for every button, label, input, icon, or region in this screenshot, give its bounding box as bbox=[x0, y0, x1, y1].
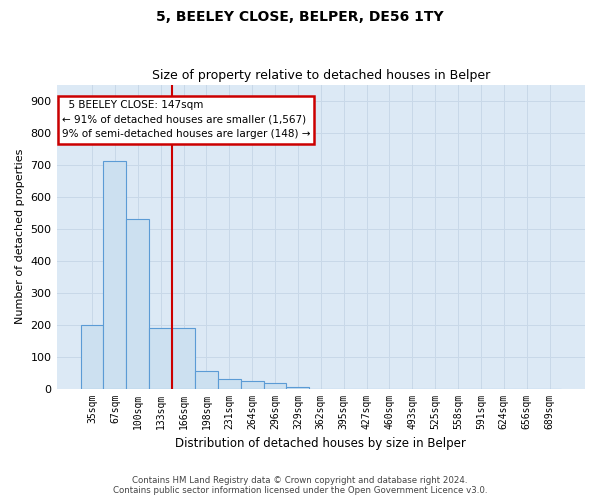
Bar bbox=[195, 371, 218, 388]
Bar bbox=[218, 379, 241, 388]
Bar bbox=[241, 380, 263, 388]
Bar bbox=[286, 387, 310, 388]
Bar bbox=[172, 328, 195, 388]
Text: 5 BEELEY CLOSE: 147sqm  
← 91% of detached houses are smaller (1,567)
9% of semi: 5 BEELEY CLOSE: 147sqm ← 91% of detached… bbox=[62, 100, 310, 140]
Y-axis label: Number of detached properties: Number of detached properties bbox=[15, 149, 25, 324]
Text: Contains HM Land Registry data © Crown copyright and database right 2024.
Contai: Contains HM Land Registry data © Crown c… bbox=[113, 476, 487, 495]
Bar bbox=[149, 328, 172, 388]
Title: Size of property relative to detached houses in Belper: Size of property relative to detached ho… bbox=[152, 69, 490, 82]
Text: 5, BEELEY CLOSE, BELPER, DE56 1TY: 5, BEELEY CLOSE, BELPER, DE56 1TY bbox=[156, 10, 444, 24]
X-axis label: Distribution of detached houses by size in Belper: Distribution of detached houses by size … bbox=[175, 437, 466, 450]
Bar bbox=[103, 162, 127, 388]
Bar bbox=[263, 383, 286, 388]
Bar bbox=[80, 324, 103, 388]
Bar bbox=[127, 219, 149, 388]
